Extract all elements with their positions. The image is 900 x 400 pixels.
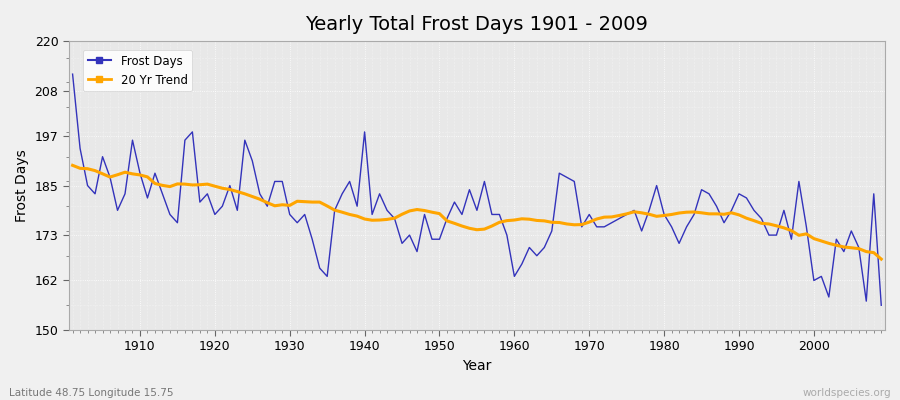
Legend: Frost Days, 20 Yr Trend: Frost Days, 20 Yr Trend <box>83 50 193 91</box>
Text: worldspecies.org: worldspecies.org <box>803 388 891 398</box>
Title: Yearly Total Frost Days 1901 - 2009: Yearly Total Frost Days 1901 - 2009 <box>305 15 648 34</box>
Text: Latitude 48.75 Longitude 15.75: Latitude 48.75 Longitude 15.75 <box>9 388 174 398</box>
Y-axis label: Frost Days: Frost Days <box>15 149 29 222</box>
X-axis label: Year: Year <box>463 359 491 373</box>
